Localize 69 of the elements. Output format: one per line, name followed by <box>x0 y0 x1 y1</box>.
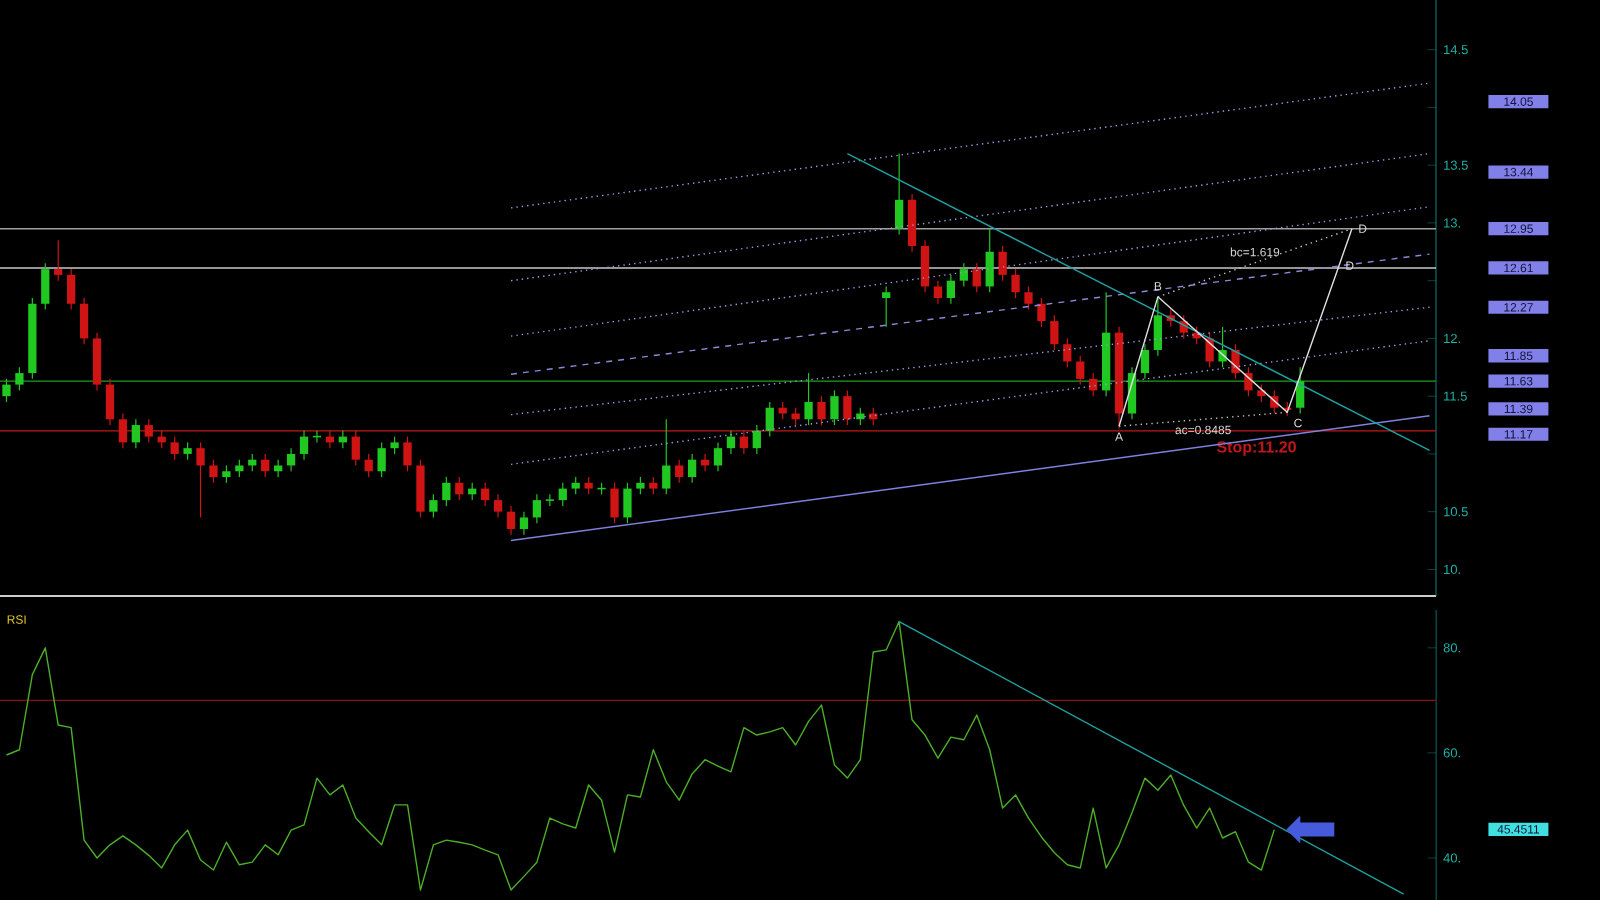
candlestick <box>299 430 309 461</box>
candlestick <box>1011 268 1020 299</box>
candlestick <box>1050 314 1059 351</box>
candlestick <box>1244 366 1253 397</box>
candlestick <box>170 436 179 461</box>
candlestick <box>1153 296 1163 357</box>
candlestick <box>726 430 736 455</box>
candlestick <box>1024 285 1033 311</box>
candlestick <box>739 430 749 455</box>
candlestick <box>972 262 981 293</box>
candlestick <box>429 493 438 519</box>
candlestick <box>687 453 697 484</box>
candlestick <box>196 441 205 519</box>
candlestick <box>416 459 425 519</box>
candlestick <box>481 482 490 507</box>
candlestick <box>1205 332 1214 368</box>
candlestick <box>817 395 826 426</box>
candlestick <box>959 262 968 288</box>
candlestick <box>765 401 774 438</box>
candlestick <box>843 389 852 426</box>
candlestick <box>403 436 412 472</box>
candlestick <box>752 424 761 455</box>
candlestick <box>907 193 917 253</box>
candlestick <box>882 285 891 328</box>
candlestick <box>261 453 270 478</box>
candlestick <box>493 493 503 519</box>
candlestick <box>946 274 956 305</box>
candlestick <box>15 366 24 391</box>
candlestick <box>1063 337 1072 368</box>
candlestick <box>1037 297 1046 328</box>
candlestick <box>2 378 11 403</box>
candlestick <box>364 453 373 478</box>
candlestick <box>442 476 451 507</box>
candlestick <box>144 418 153 443</box>
candlestick <box>610 482 619 524</box>
candlestick <box>351 430 360 467</box>
candlestick <box>105 378 115 426</box>
candlestick <box>92 332 102 391</box>
candlestick <box>209 459 218 484</box>
candlestick <box>455 476 464 501</box>
line-series <box>5 620 1276 891</box>
candlestick <box>998 245 1007 282</box>
candlestick <box>830 389 839 426</box>
candlestick <box>79 297 89 345</box>
candlestick <box>804 372 813 426</box>
candlestick <box>54 239 63 282</box>
candlestick <box>532 493 542 524</box>
ref-line-label: Stop:11.20 <box>1216 441 1296 456</box>
candlestick <box>933 280 943 305</box>
candlestick <box>1076 355 1085 386</box>
candlestick <box>67 268 76 311</box>
candlestick <box>558 482 567 507</box>
candlestick <box>662 418 671 495</box>
candlestick <box>41 262 50 311</box>
candlestick <box>675 459 684 484</box>
candlestick <box>118 412 128 449</box>
candlestick <box>131 418 140 449</box>
candlestick <box>286 447 296 472</box>
candlestick <box>894 153 904 236</box>
line-series <box>1118 228 1353 427</box>
candlestick <box>920 239 930 293</box>
candlestick <box>519 511 529 536</box>
candlestick <box>1140 343 1150 380</box>
candlestick <box>1296 366 1305 415</box>
candlestick <box>506 505 516 536</box>
candlestick <box>623 482 632 524</box>
candlestick <box>377 441 386 478</box>
candlestick <box>713 441 723 472</box>
candlestick <box>985 228 994 293</box>
